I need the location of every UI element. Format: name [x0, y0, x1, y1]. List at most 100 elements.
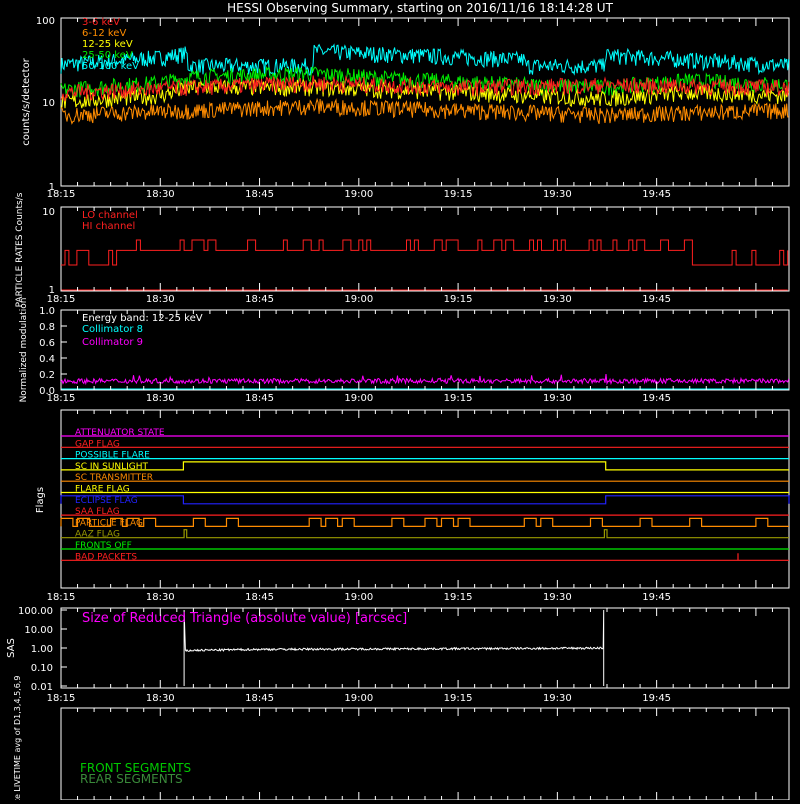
flag-label-fronts-off: FRONTS OFF	[75, 541, 132, 551]
time-label-p1: 19:30	[543, 189, 572, 200]
time-label-p1: 18:45	[245, 189, 274, 200]
legend-collimator-8: Collimator 8	[82, 324, 143, 335]
legend-lo-channel: LO channel	[82, 210, 138, 221]
flag-label-flare-flag: FLARE FLAG	[75, 485, 130, 495]
flag-line-eclipse-flag	[60, 495, 790, 505]
flag-line-sc-in-sunlight	[61, 461, 789, 471]
modulation-ylabel: Normalized modulation	[19, 298, 29, 403]
time-label-p3: 19:45	[642, 393, 671, 404]
time-label-p3: 19:15	[444, 393, 473, 404]
lightcurves-ylabel: counts/s/detector	[21, 57, 32, 145]
time-label-p1: 19:15	[444, 189, 473, 200]
time-label-p3: 18:30	[146, 393, 175, 404]
time-label-p4: 19:30	[543, 592, 572, 603]
time-label-p5: 18:45	[245, 693, 274, 704]
modulation-energy-band: Energy band: 12-25 keV	[82, 313, 203, 324]
time-label-p2: 19:15	[444, 294, 473, 305]
time-label-p4: 19:15	[444, 592, 473, 603]
flag-label-sc-in-sunlight: SC IN SUNLIGHT	[75, 462, 149, 472]
legend-25-50-kev: 25-50 keV	[82, 50, 133, 61]
sas-annotation: Size of Reduced Triangle (absolute value…	[82, 611, 407, 626]
time-label-p2: 19:30	[543, 294, 572, 305]
flag-label-gap-flag: GAP FLAG	[75, 439, 120, 449]
time-label-p5: 19:45	[642, 693, 671, 704]
particle-ylabel: PARTICLE RATES Counts/s	[15, 192, 25, 307]
sas-ylabel: SAS	[6, 638, 17, 658]
time-label-p2: 18:45	[245, 294, 274, 305]
flag-label-particle-flag: PARTICLE FLAG	[75, 518, 143, 528]
sas-ytick: 1.00	[31, 644, 53, 655]
lightcurve-50-100-kev	[60, 43, 790, 77]
lightcurves-ytick-1: 1	[49, 182, 55, 193]
sas-ytick: 10.00	[24, 625, 53, 636]
legend-hi-channel: HI channel	[82, 221, 135, 232]
sas-ytick: 0.01	[31, 682, 53, 693]
time-axes: 18:15 18:30 18:45 19:00 19:15 19:30 19:45 18:15…	[47, 18, 790, 800]
time-label-p1: 18:30	[146, 189, 175, 200]
legend-front-segments: FRONT SEGMENTS	[80, 761, 191, 775]
time-label-p2: 19:45	[642, 294, 671, 305]
flag-label-eclipse-flag: ECLIPSE FLAG	[75, 496, 138, 506]
lightcurve-3-6-kev	[60, 75, 790, 102]
livetime-ylabel: Mon. Rate LIVETIME avg of D1,3,4,5,6,9	[13, 676, 22, 800]
lightcurves-panel: 100 10 1 counts/s/detector 3-6 keV 6-12 …	[21, 16, 790, 193]
modulation-ytick: 0.4	[39, 354, 55, 365]
legend-3-6-kev: 3-6 keV	[82, 17, 120, 28]
time-label-p4: 18:30	[146, 592, 175, 603]
time-label-p2: 18:30	[146, 294, 175, 305]
modulation-collimator-9	[60, 374, 790, 386]
lightcurve-6-12-kev	[60, 97, 789, 125]
sas-panel: 100.00 10.00 1.00 0.10 0.01 SAS Size of Redu…	[6, 606, 790, 693]
time-label-p3: 18:15	[47, 393, 76, 404]
sas-ytick: 0.10	[31, 663, 53, 674]
flag-label-attenuator-state: ATTENUATOR STATE	[75, 428, 165, 438]
legend-12-25-kev: 12-25 keV	[82, 39, 133, 50]
flag-label-sc-transmitter: SC TRANSMITTER	[75, 473, 153, 483]
legend-50-100-kev: 50-100 keV	[82, 61, 139, 72]
time-label-p1: 19:00	[344, 189, 373, 200]
lightcurves-ytick-100: 100	[36, 16, 55, 27]
flags-ylabel: Flags	[35, 487, 46, 513]
time-label-p3: 19:00	[344, 393, 373, 404]
time-label-p5: 18:15	[47, 693, 76, 704]
sas-ytick: 100.00	[18, 606, 53, 617]
time-label-p1: 18:15	[47, 189, 76, 200]
flag-line-bad-packets	[61, 553, 789, 561]
flag-line-particle-flag	[60, 517, 789, 527]
time-label-p1: 19:45	[642, 189, 671, 200]
time-label-p4: 18:15	[47, 592, 76, 603]
lightcurves-ytick-10: 10	[42, 98, 55, 109]
time-label-p3: 19:30	[543, 393, 572, 404]
time-label-p2: 18:15	[47, 294, 76, 305]
time-label-p4: 18:45	[245, 592, 274, 603]
time-label-p4: 19:45	[642, 592, 671, 603]
figure-title: HESSI Observing Summary, starting on 201…	[227, 1, 613, 15]
time-label-p5: 19:30	[543, 693, 572, 704]
time-label-p5: 18:30	[146, 693, 175, 704]
modulation-ytick: 0.2	[39, 370, 55, 381]
modulation-ytick: 0.0	[39, 386, 55, 397]
flag-line-aaz-flag	[61, 529, 789, 539]
particle-lo-channel	[61, 239, 789, 266]
legend-rear-segments: REAR SEGMENTS	[80, 772, 183, 786]
particle-ytick-1: 1	[49, 285, 55, 296]
time-label-p5: 19:15	[444, 693, 473, 704]
flag-label-bad-packets: BAD PACKETS	[75, 552, 137, 562]
sas-triangle-trace	[183, 609, 605, 686]
flag-label-saa-flag: SAA FLAG	[75, 507, 120, 517]
modulation-ytick: 1.0	[39, 306, 55, 317]
legend-6-12-kev: 6-12 keV	[82, 28, 126, 39]
time-label-p4: 19:00	[344, 592, 373, 603]
flag-label-aaz-flag: AAZ FLAG	[75, 530, 120, 540]
time-label-p3: 18:45	[245, 393, 274, 404]
particle-ytick-10: 10	[42, 207, 55, 218]
time-label-p2: 19:00	[344, 294, 373, 305]
flag-label-possible-flare: POSSIBLE FLARE	[75, 451, 150, 461]
time-label-p5: 19:00	[344, 693, 373, 704]
modulation-ytick: 0.8	[39, 322, 55, 333]
modulation-ytick: 0.6	[39, 338, 55, 349]
